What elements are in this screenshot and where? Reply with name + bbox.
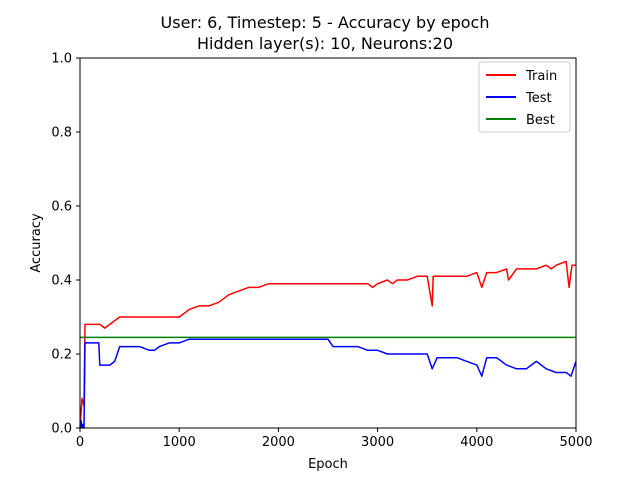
x-tick-label: 0 <box>76 435 84 450</box>
series-line-train <box>79 260 576 429</box>
x-tick-label: 2000 <box>262 435 295 450</box>
series-layer <box>79 260 577 429</box>
legend-box <box>478 61 571 133</box>
legend-label-test: Test <box>525 91 552 106</box>
y-tick-label: 1.0 <box>51 52 72 67</box>
x-axis-ticks: 0 1000 2000 3000 4000 5000 <box>76 428 593 450</box>
chart-subtitle: Hidden layer(s): 10, Neurons:20 <box>197 34 453 53</box>
y-tick-label: 0.2 <box>51 348 72 363</box>
y-tick-label: 0.4 <box>51 274 72 289</box>
series-line-test <box>79 338 577 429</box>
y-axis-ticks: 0.0 0.2 0.4 0.6 0.8 1.0 <box>51 52 80 437</box>
x-tick-label: 1000 <box>163 435 196 450</box>
legend: Train Test Best <box>478 61 571 133</box>
legend-label-train: Train <box>525 69 557 84</box>
x-tick-label: 4000 <box>460 435 493 450</box>
x-tick-label: 5000 <box>559 435 592 450</box>
x-tick-label: 3000 <box>361 435 394 450</box>
y-tick-label: 0.0 <box>51 422 72 437</box>
y-tick-label: 0.6 <box>51 200 72 215</box>
y-tick-label: 0.8 <box>51 126 72 141</box>
chart-title: User: 6, Timestep: 5 - Accuracy by epoch <box>161 13 490 32</box>
legend-label-best: Best <box>526 113 555 128</box>
plot-frame <box>79 57 577 429</box>
y-axis-label: Accuracy <box>29 213 44 273</box>
x-axis-label: Epoch <box>308 457 348 472</box>
